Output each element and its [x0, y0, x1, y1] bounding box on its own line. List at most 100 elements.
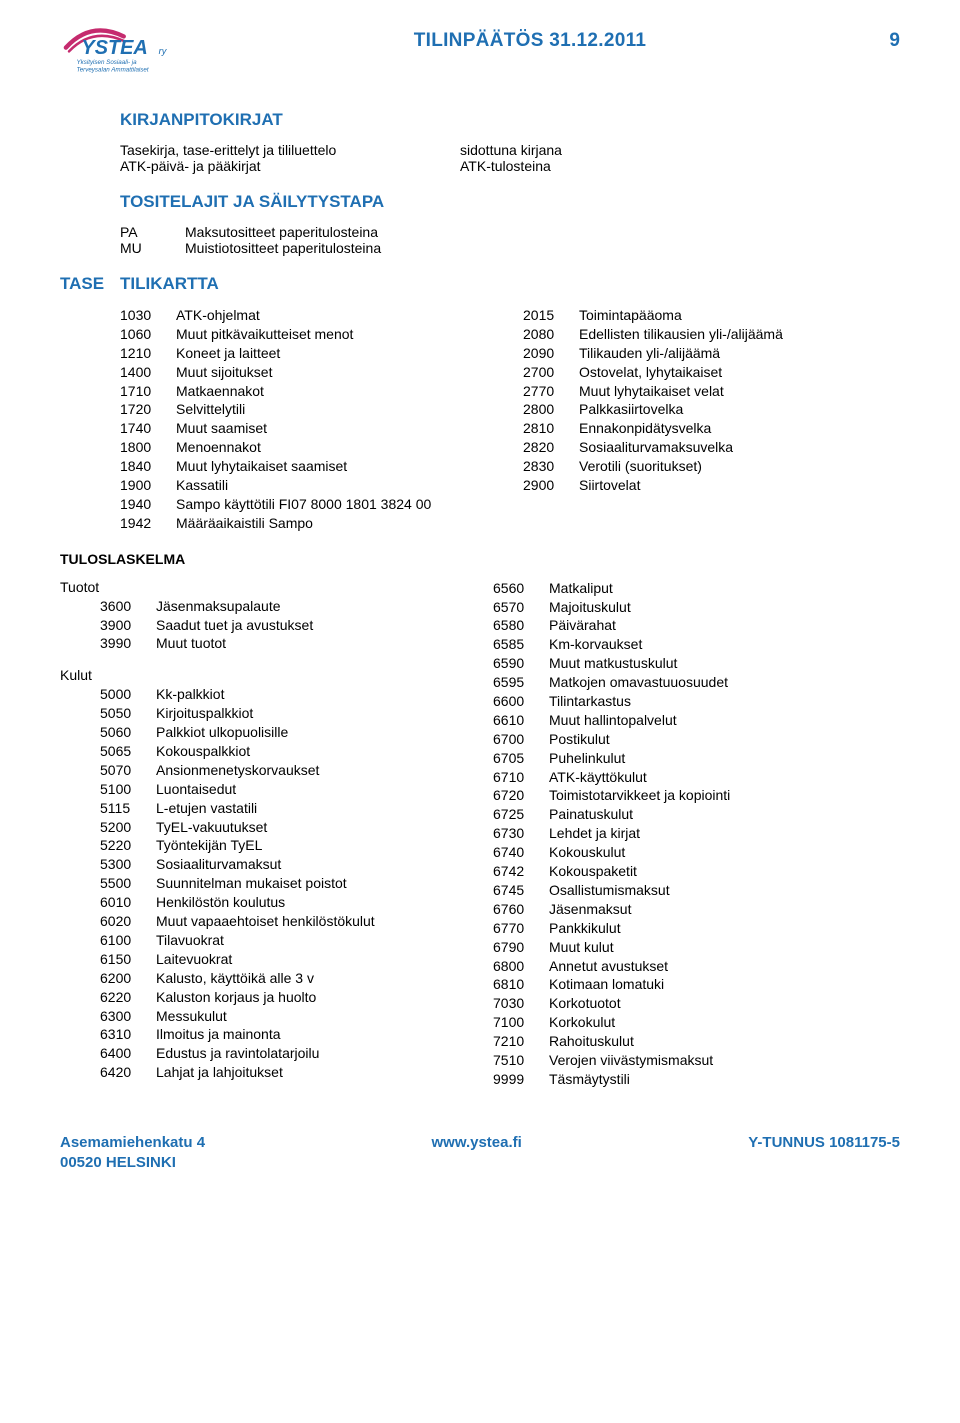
account-label: Matkojen omavastuuosuudet: [549, 673, 900, 692]
account-label: Rahoituskulut: [549, 1032, 900, 1051]
account-code: 2810: [523, 419, 579, 438]
account-code: 6790: [493, 938, 549, 957]
account-label: Tilavuokrat: [156, 931, 467, 950]
account-code: 6310: [100, 1025, 156, 1044]
account-code: 1840: [120, 457, 176, 476]
code-row: 1720Selvittelytili: [120, 400, 497, 419]
account-code: 5100: [100, 780, 156, 799]
account-label: Muut saamiset: [176, 419, 497, 438]
account-code: 6150: [100, 950, 156, 969]
account-label: Selvittelytili: [176, 400, 497, 419]
account-code: 2830: [523, 457, 579, 476]
code-row: 1710Matkaennakot: [120, 382, 497, 401]
account-label: Muut sijoitukset: [176, 363, 497, 382]
code-row: 2820Sosiaaliturvamaksuvelka: [523, 438, 900, 457]
account-label: Luontaisedut: [156, 780, 467, 799]
account-code: 6590: [493, 654, 549, 673]
kulut-label: Kulut: [60, 667, 467, 683]
account-code: 1400: [120, 363, 176, 382]
account-code: 1710: [120, 382, 176, 401]
account-label: Sampo käyttötili FI07 8000 1801 3824 00: [176, 495, 497, 514]
account-label: Majoituskulut: [549, 598, 900, 617]
account-code: 5115: [100, 799, 156, 818]
code-row: 6100Tilavuokrat: [60, 931, 467, 950]
tase-label: TASE: [60, 274, 120, 294]
account-label: Lehdet ja kirjat: [549, 824, 900, 843]
logo-main-text: YSTEA: [81, 37, 147, 59]
account-code: 2820: [523, 438, 579, 457]
tulos-right-col: 6560Matkaliput6570Majoituskulut6580Päivä…: [493, 579, 900, 1089]
account-code: 9999: [493, 1070, 549, 1089]
tosite-desc: Maksutositteet paperitulosteina: [185, 224, 900, 240]
code-row: 6560Matkaliput: [493, 579, 900, 598]
account-label: Pankkikulut: [549, 919, 900, 938]
account-code: 6600: [493, 692, 549, 711]
account-label: Palkkasiirtovelka: [579, 400, 900, 419]
account-label: Messukulut: [156, 1007, 467, 1026]
code-row: 7510Verojen viivästymismaksut: [493, 1051, 900, 1070]
code-row: 7030Korkotuotot: [493, 994, 900, 1013]
account-code: 3900: [100, 616, 156, 635]
code-row: 6600Tilintarkastus: [493, 692, 900, 711]
account-code: 6010: [100, 893, 156, 912]
account-label: Kokouskulut: [549, 843, 900, 862]
account-code: 6585: [493, 635, 549, 654]
code-row: 6020Muut vapaaehtoiset henkilöstökulut: [60, 912, 467, 931]
logo-suffix: ry: [159, 46, 168, 56]
header-title-wrap: TILINPÄÄTÖS 31.12.2011: [190, 24, 870, 52]
account-code: 6810: [493, 975, 549, 994]
code-row: 9999Täsmäytystili: [493, 1070, 900, 1089]
code-row: 7100Korkokulut: [493, 1013, 900, 1032]
code-row: 2080Edellisten tilikausien yli-/alijäämä: [523, 325, 900, 344]
account-label: ATK-ohjelmat: [176, 306, 497, 325]
footer-address2: 00520 HELSINKI: [60, 1153, 205, 1173]
code-row: 6590Muut matkustuskulut: [493, 654, 900, 673]
account-code: 6560: [493, 579, 549, 598]
account-label: Ilmoitus ja mainonta: [156, 1025, 467, 1044]
code-row: 2090Tilikauden yli-/alijäämä: [523, 344, 900, 363]
page-header: YSTEA ry Yksityisen Sosiaali- ja Terveys…: [60, 24, 900, 80]
account-code: 1060: [120, 325, 176, 344]
tase-right-col: 2015Toimintapääoma2080Edellisten tilikau…: [523, 306, 900, 533]
code-row: 5500Suunnitelman mukaiset poistot: [60, 874, 467, 893]
code-row: 6585Km-korvaukset: [493, 635, 900, 654]
code-row: 6595Matkojen omavastuuosuudet: [493, 673, 900, 692]
tase-code-table: 1030ATK-ohjelmat1060Muut pitkävaikutteis…: [120, 306, 900, 533]
code-row: 6400Edustus ja ravintolatarjoilu: [60, 1044, 467, 1063]
account-code: 6400: [100, 1044, 156, 1063]
code-row: 1940Sampo käyttötili FI07 8000 1801 3824…: [120, 495, 497, 514]
code-row: 2015Toimintapääoma: [523, 306, 900, 325]
account-code: 6100: [100, 931, 156, 950]
account-label: Toimintapääoma: [579, 306, 900, 325]
account-label: Palkkiot ulkopuolisille: [156, 723, 467, 742]
code-row: 5070Ansionmenetyskorvaukset: [60, 761, 467, 780]
account-code: 6300: [100, 1007, 156, 1026]
code-row: 6742Kokouspaketit: [493, 862, 900, 881]
logo-block: YSTEA ry Yksityisen Sosiaali- ja Terveys…: [60, 24, 190, 80]
header-title: TILINPÄÄTÖS 31.12.2011: [414, 30, 647, 51]
account-label: Muut matkustuskulut: [549, 654, 900, 673]
account-label: Km-korvaukset: [549, 635, 900, 654]
account-code: 6610: [493, 711, 549, 730]
account-code: 6220: [100, 988, 156, 1007]
code-row: 1800Menoennakot: [120, 438, 497, 457]
account-label: Kirjoituspalkkiot: [156, 704, 467, 723]
code-row: 6150Laitevuokrat: [60, 950, 467, 969]
page-number: 9: [870, 24, 900, 52]
account-code: 7100: [493, 1013, 549, 1032]
kirjanpito-left: Tasekirja, tase-erittelyt ja tililuettel…: [120, 142, 460, 158]
account-code: 5050: [100, 704, 156, 723]
account-code: 6730: [493, 824, 549, 843]
code-row: 6420Lahjat ja lahjoitukset: [60, 1063, 467, 1082]
account-code: 5060: [100, 723, 156, 742]
account-label: Määräaikaistili Sampo: [176, 514, 497, 533]
code-row: 1942Määräaikaistili Sampo: [120, 514, 497, 533]
account-label: Muut pitkävaikutteiset menot: [176, 325, 497, 344]
account-label: Verojen viivästymismaksut: [549, 1051, 900, 1070]
account-label: Edellisten tilikausien yli-/alijäämä: [579, 325, 900, 344]
account-code: 6800: [493, 957, 549, 976]
account-code: 2770: [523, 382, 579, 401]
account-code: 3600: [100, 597, 156, 616]
account-code: 6742: [493, 862, 549, 881]
code-row: 2830Verotili (suoritukset): [523, 457, 900, 476]
